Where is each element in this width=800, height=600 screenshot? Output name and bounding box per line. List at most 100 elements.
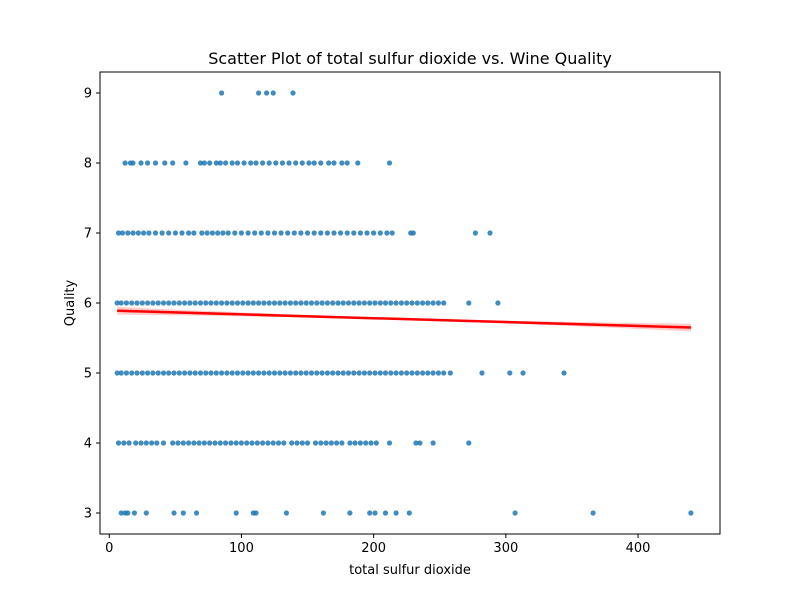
data-point: [160, 440, 167, 446]
data-point: [393, 510, 399, 516]
data-point: [364, 230, 370, 236]
data-point: [266, 370, 272, 376]
data-point: [118, 370, 124, 376]
data-point: [372, 370, 378, 376]
data-point: [114, 300, 120, 306]
data-point: [328, 440, 334, 446]
data-point: [410, 230, 416, 236]
data-point: [253, 160, 259, 166]
data-point: [254, 440, 260, 446]
data-point: [207, 440, 213, 446]
data-point: [386, 440, 393, 446]
data-point: [466, 300, 472, 306]
data-point: [213, 160, 219, 166]
data-point: [324, 370, 330, 376]
data-point: [282, 300, 288, 306]
data-point: [224, 370, 230, 376]
data-point: [197, 160, 204, 166]
data-point: [238, 230, 244, 236]
data-point: [495, 300, 501, 306]
data-point: [126, 440, 132, 446]
data-point: [171, 300, 177, 306]
data-point: [265, 230, 271, 236]
data-point: [430, 440, 436, 446]
data-point: [311, 160, 317, 166]
data-point: [420, 370, 426, 376]
data-point: [334, 440, 340, 446]
data-point: [183, 160, 189, 166]
data-point: [229, 370, 235, 376]
data-point: [171, 510, 177, 516]
y-tick-label: 4: [84, 437, 92, 452]
data-point: [143, 440, 149, 446]
data-point: [207, 160, 213, 166]
data-point: [293, 300, 299, 306]
data-point: [199, 230, 205, 236]
data-point: [217, 440, 223, 446]
data-point: [368, 440, 374, 446]
data-point: [234, 160, 241, 166]
data-point: [253, 510, 259, 516]
data-point: [229, 160, 235, 166]
data-point: [250, 370, 256, 376]
data-point: [258, 230, 264, 236]
data-point: [430, 370, 436, 376]
data-point: [240, 300, 246, 306]
data-point: [314, 300, 320, 306]
data-point: [441, 370, 447, 376]
data-point: [361, 370, 367, 376]
data-point: [187, 370, 193, 376]
data-point: [306, 160, 312, 166]
data-point: [152, 160, 159, 166]
data-point: [145, 300, 151, 306]
data-point: [119, 230, 126, 236]
data-point: [287, 300, 293, 306]
data-point: [193, 510, 200, 516]
data-point: [192, 300, 198, 306]
data-point: [271, 300, 278, 306]
data-point: [256, 370, 262, 376]
data-point: [252, 230, 258, 236]
data-point: [414, 370, 420, 376]
data-point: [256, 300, 262, 306]
data-point: [261, 370, 267, 376]
data-point: [324, 230, 330, 236]
data-point: [155, 370, 161, 376]
data-point: [244, 440, 250, 446]
data-point: [201, 160, 207, 166]
data-point: [352, 440, 358, 446]
data-point: [159, 230, 165, 236]
data-point: [129, 300, 135, 306]
data-point: [285, 230, 291, 236]
data-point: [688, 510, 694, 516]
data-point: [245, 230, 251, 236]
data-point: [139, 300, 145, 306]
data-point: [356, 370, 362, 376]
data-point: [447, 370, 453, 376]
data-point: [406, 510, 412, 516]
data-point: [282, 370, 288, 376]
data-point: [155, 300, 161, 306]
data-point: [143, 510, 149, 516]
data-point: [176, 370, 182, 376]
data-point: [256, 90, 262, 96]
data-point: [304, 440, 311, 446]
data-point: [298, 230, 304, 236]
data-point: [232, 230, 238, 236]
data-point: [261, 300, 267, 306]
y-tick-label: 8: [84, 157, 92, 172]
x-tick-label: 100: [229, 541, 254, 556]
data-point: [219, 90, 225, 96]
x-tick-label: 200: [361, 541, 386, 556]
data-point: [339, 440, 345, 446]
data-point: [123, 370, 129, 376]
data-point: [367, 510, 373, 516]
data-point: [347, 440, 353, 446]
data-point: [345, 300, 352, 306]
data-point: [118, 510, 124, 516]
data-point: [311, 230, 317, 236]
data-point: [150, 370, 156, 376]
y-tick-label: 6: [84, 297, 92, 312]
data-point: [131, 510, 137, 516]
